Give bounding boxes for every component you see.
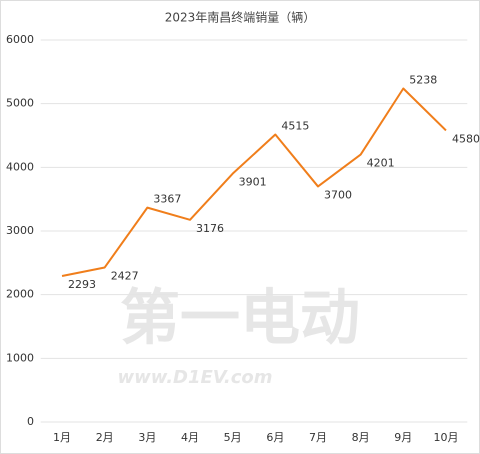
x-tick-label: 9月 [394,431,412,444]
x-tick-label: 2月 [96,431,114,444]
x-tick-label: 10月 [433,431,458,444]
data-label: 4580 [452,132,480,145]
x-tick-label: 5月 [224,431,242,444]
y-tick-label: 1000 [6,351,34,364]
y-tick-label: 3000 [6,224,34,237]
data-label: 2427 [111,269,139,282]
data-label: 4515 [281,120,309,133]
x-tick-label: 8月 [352,431,370,444]
chart-title: 2023年南昌终端销量（辆） [165,10,316,25]
x-tick-label: 1月 [53,431,71,444]
data-label: 3367 [153,193,181,206]
y-tick-label: 6000 [6,33,34,46]
watermark-brand: 第一电动 [120,284,360,354]
data-label: 4201 [367,157,395,170]
y-tick-label: 4000 [6,160,34,173]
x-tick-label: 6月 [266,431,284,444]
y-tick-label: 2000 [6,288,34,301]
y-tick-label: 5000 [6,97,34,110]
x-tick-label: 3月 [138,431,156,444]
data-label: 3176 [196,222,224,235]
line [61,87,447,277]
watermark-url: www.D1EV.com [117,367,272,388]
y-tick-label: 0 [27,415,34,428]
data-label: 3901 [239,176,267,189]
x-tick-label: 4月 [181,431,199,444]
data-label: 3700 [324,188,352,201]
data-label: 2293 [68,278,96,291]
data-label: 5238 [409,74,437,87]
x-tick-label: 7月 [309,431,327,444]
